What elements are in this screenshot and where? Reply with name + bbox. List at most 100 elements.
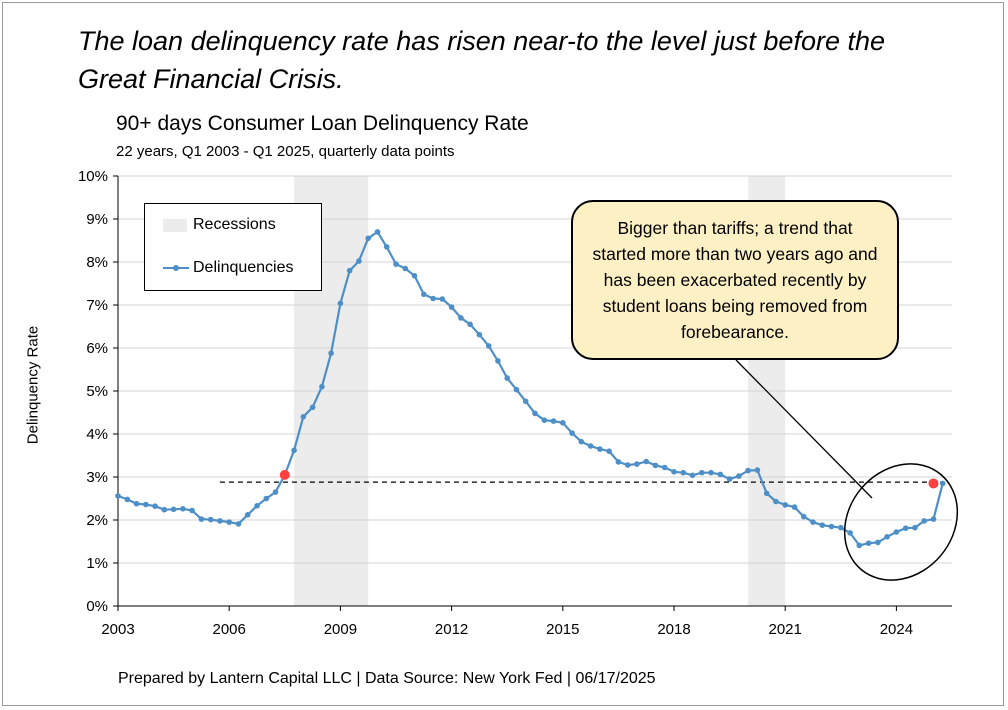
data-point [578,438,585,445]
data-point [513,386,520,393]
data-point [170,506,177,513]
highlight-point [928,478,939,489]
data-point [411,273,418,279]
chart-title: 90+ days Consumer Loan Delinquency Rate [116,112,529,135]
data-point [699,469,705,476]
y-tick-label: 5% [86,383,108,400]
data-point [671,469,677,475]
data-point [773,498,779,505]
data-point [226,519,232,525]
data-point [421,291,427,298]
data-point [624,462,631,468]
data-point [402,265,409,272]
data-point [365,235,372,242]
data-point [736,473,742,479]
data-point [847,530,853,536]
data-point [634,461,640,467]
data-point [597,446,603,452]
x-tick-label: 2003 [101,621,134,638]
data-point [902,525,909,531]
callout-box: Bigger than tariffs; a trend that starte… [571,200,899,360]
data-point [207,516,214,523]
x-tick-label: 2018 [657,621,690,638]
data-point [356,258,362,264]
data-point [763,490,770,497]
data-point [476,331,483,338]
y-tick-label: 4% [86,426,108,443]
y-tick-label: 8% [86,254,108,271]
data-point [560,420,566,426]
data-point [180,506,186,512]
data-point [819,522,826,528]
data-point [745,467,751,474]
data-point [726,476,733,482]
data-point [448,304,455,310]
data-point [838,524,844,531]
data-point [921,518,927,524]
legend-label-recessions: Recessions [193,216,276,233]
data-point [717,471,724,478]
chart-subtitle: 22 years, Q1 2003 - Q1 2025, quarterly d… [116,143,455,160]
data-point [467,321,473,328]
y-tick-label: 1% [86,555,108,572]
footer-source: Prepared by Lantern Capital LLC | Data S… [118,670,656,687]
x-tick-label: 2015 [546,621,579,638]
data-point [550,418,557,424]
x-tick-label: 2009 [324,621,357,638]
data-point [393,261,399,267]
data-point [522,398,529,405]
data-point [124,496,131,503]
data-point [893,529,900,535]
data-point [115,493,121,499]
data-point [458,315,464,321]
data-point [319,383,325,390]
data-point [587,443,594,449]
data-point [652,462,659,469]
data-point [532,410,538,417]
data-point [272,489,279,495]
y-tick-label: 6% [86,340,108,357]
data-point [828,523,835,530]
data-point [569,430,575,436]
data-point [143,501,149,508]
data-point [782,502,788,508]
data-point [606,448,612,455]
data-point [615,459,622,465]
data-point [810,519,816,525]
highlight-points [279,469,939,489]
annotation-ellipse [843,463,959,581]
series-group [115,229,946,549]
data-point [495,358,501,364]
data-point [912,524,918,531]
data-point [643,458,649,465]
y-tick-label: 10% [78,168,108,185]
data-point [337,300,344,307]
data-point [439,296,446,302]
data-point [161,506,168,513]
data-point [430,295,436,302]
data-point [291,447,297,454]
data-point [346,267,353,274]
data-point [930,516,937,522]
data-point [541,417,548,424]
data-point [485,343,492,349]
data-point [661,464,668,471]
data-point [244,512,251,518]
legend: Recessions Delinquencies [144,203,322,291]
data-point [856,542,863,549]
data-point [865,540,872,546]
data-point [374,229,381,235]
callout-pointer-line [735,359,873,499]
annotation-group [735,359,959,581]
y-tick-label: 3% [86,469,108,486]
data-point [383,244,390,250]
data-point [189,507,195,514]
y-tick-label: 9% [86,211,108,228]
callout-text: Bigger than tariffs; a trend that starte… [592,218,878,342]
y-tick-label: 2% [86,512,108,529]
data-point [791,504,798,510]
y-tick-label: 0% [86,598,108,615]
data-point [235,521,242,527]
x-tick-label: 2024 [880,621,913,638]
data-point [328,350,334,357]
